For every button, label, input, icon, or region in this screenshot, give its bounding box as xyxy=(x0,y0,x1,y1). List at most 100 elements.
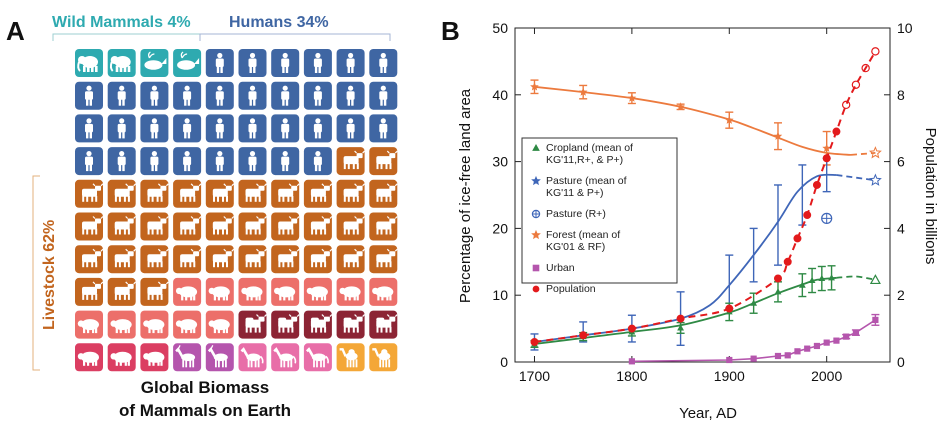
pictogram-cell-whale xyxy=(173,49,202,77)
pictogram-cell-camel xyxy=(369,343,398,372)
cattle-icon xyxy=(180,216,202,235)
pictogram-cell-pig xyxy=(336,277,365,306)
cattle-icon xyxy=(278,216,300,235)
cropland-point xyxy=(774,288,782,295)
panel-a-title-line2: of Mammals on Earth xyxy=(119,401,291,420)
y-tick-label: 40 xyxy=(492,87,508,103)
legend-marker xyxy=(531,229,541,240)
pictogram-cell-cattle xyxy=(107,212,137,241)
pictogram-cell-human xyxy=(271,147,300,176)
cattle-icon xyxy=(82,183,104,202)
sheep-icon xyxy=(110,351,132,366)
pictogram-cell-buffalo xyxy=(369,310,398,339)
population-point xyxy=(725,304,734,313)
pictogram-cell-cattle xyxy=(303,212,333,241)
y2-tick-label: 4 xyxy=(897,220,905,236)
pictogram-cell-horse xyxy=(303,343,332,372)
forest-point xyxy=(627,93,637,102)
pig-icon xyxy=(175,286,198,301)
human-icon xyxy=(183,151,192,172)
human-icon xyxy=(150,85,159,106)
pictogram-cell-buffalo xyxy=(271,310,300,339)
pictogram-cell-human xyxy=(271,114,300,143)
cattle-icon xyxy=(376,216,398,235)
cropland-point xyxy=(818,274,826,282)
population-point xyxy=(530,337,539,346)
pictogram-cell-human xyxy=(303,49,332,77)
human-icon xyxy=(215,52,224,73)
panel-a-biomass-pictogram: A Wild Mammals 4% Humans 34% Livestock 6… xyxy=(6,14,398,420)
urban-point xyxy=(750,355,757,362)
x-tick-label: 1700 xyxy=(519,368,550,384)
human-icon xyxy=(281,85,290,106)
pig-icon xyxy=(372,286,394,301)
x-axis-label: Year, AD xyxy=(679,405,737,422)
cropland-projection xyxy=(836,275,876,281)
urban-point xyxy=(804,345,811,352)
series-urban xyxy=(628,313,880,365)
human-icon xyxy=(150,118,159,139)
cattle-icon xyxy=(343,248,366,268)
human-icon xyxy=(379,118,388,139)
pictogram-cell-pig xyxy=(238,277,267,306)
pictogram-cell-human xyxy=(238,49,267,77)
cattle-icon xyxy=(82,248,104,268)
legend-label: Forest (mean of xyxy=(546,229,620,241)
cattle-icon xyxy=(343,183,366,202)
population-point xyxy=(579,331,588,340)
population-point xyxy=(627,324,636,333)
pictogram-cell-cattle xyxy=(140,212,169,241)
cattle-icon xyxy=(278,248,300,268)
series-population xyxy=(530,47,880,346)
panel-a-letter: A xyxy=(6,16,25,46)
pictogram-cell-goat xyxy=(205,343,234,372)
legend-item: Urban xyxy=(532,262,575,274)
pictogram-cell-pig xyxy=(173,310,202,339)
pictogram-cell-cattle xyxy=(107,245,137,274)
pictogram-cell-human xyxy=(107,114,136,143)
horse-icon xyxy=(273,347,297,368)
human-icon xyxy=(313,118,322,139)
cattle-icon xyxy=(376,248,398,268)
series-forest xyxy=(530,79,882,166)
human-icon xyxy=(379,52,388,73)
buffalo-icon xyxy=(278,314,300,333)
pictogram-cell-cattle xyxy=(107,179,137,208)
cattle-icon xyxy=(245,216,267,235)
y-tick-label: 30 xyxy=(492,154,508,170)
panel-b-letter: B xyxy=(441,16,460,46)
y2-axis-label: Population in billions xyxy=(922,128,939,265)
cattle-icon xyxy=(114,183,137,202)
pictogram-cell-human xyxy=(336,49,365,77)
human-icon xyxy=(281,52,290,73)
pictogram-cell-elephant xyxy=(107,49,136,77)
y-tick-label: 0 xyxy=(500,354,508,370)
population-point xyxy=(783,257,792,266)
urban-point xyxy=(823,339,830,346)
human-icon xyxy=(85,151,93,172)
pictogram-cell-buffalo xyxy=(303,310,333,339)
pictogram-cell-camel xyxy=(336,343,365,372)
pictogram-cell-pig xyxy=(369,277,398,306)
human-icon xyxy=(85,85,93,106)
cattle-icon xyxy=(310,216,333,235)
cattle-icon xyxy=(310,248,333,268)
camel-icon xyxy=(339,348,358,368)
human-icon xyxy=(117,151,126,172)
pasture-projection-point xyxy=(868,173,882,186)
legend-label: Cropland (mean of xyxy=(546,142,633,154)
panel-b-land-use-chart: B 1700 1800 1900 2000 0 10 20 30 40 50 0 2 4 6 8 10 Crop… xyxy=(441,16,939,422)
human-icon xyxy=(117,85,126,106)
pictogram-cell-cattle xyxy=(107,277,137,306)
y-tick-label: 20 xyxy=(492,220,508,236)
series-pasture xyxy=(530,157,882,351)
pictogram-cell-pig xyxy=(75,310,103,339)
forest-projection xyxy=(850,152,876,156)
pictogram-cell-cattle xyxy=(238,212,267,241)
pictogram-cell-cattle xyxy=(75,277,104,306)
human-icon xyxy=(183,118,192,139)
cropland-point xyxy=(677,324,685,331)
